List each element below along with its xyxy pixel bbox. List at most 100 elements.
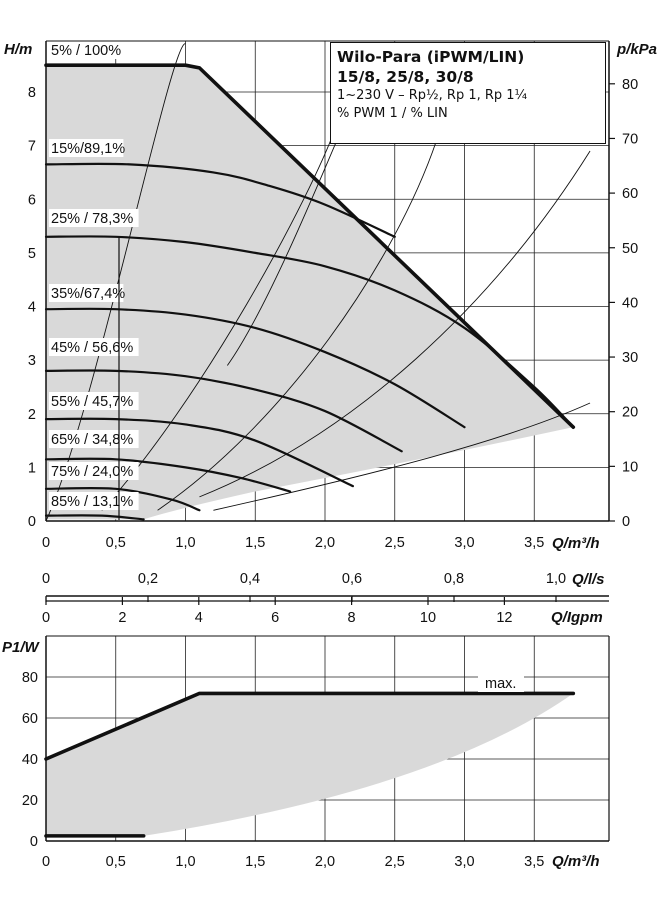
y2-tick-label: 50 xyxy=(622,241,638,257)
power-y-axis-title: P1/W xyxy=(2,639,41,656)
gpm-axis-title: Q/Igpm xyxy=(551,609,603,626)
series-label: 15%/89,1% xyxy=(51,141,125,157)
series-label-background xyxy=(49,284,124,302)
gpm-tick-label: 4 xyxy=(195,610,203,626)
chart-spec-line: 1~230 V – Rp½, Rp 1, Rp 1¼ xyxy=(337,88,528,103)
y2-tick-label: 80 xyxy=(622,77,638,93)
x-tick-label: 2,5 xyxy=(385,535,405,551)
y-axis-title: H/m xyxy=(4,41,32,58)
y-tick-label: 3 xyxy=(28,353,36,369)
power-axes: 0 20 40 60 80 0 0,5 1,0 1,5 2,0 2,5 3,0 3,5 P1/W Q/m³/… xyxy=(2,635,610,870)
y-tick-label: 6 xyxy=(28,192,36,208)
series-label: 35%/67,4% xyxy=(51,286,125,302)
chart-title: Wilo-Para (iPWM/LIN) xyxy=(337,48,525,66)
y-tick-label: 2 xyxy=(28,407,36,423)
series-label: 65% / 34,8% xyxy=(51,432,133,448)
power-shaded-region xyxy=(46,693,574,836)
series-label-background xyxy=(49,392,139,410)
y-tick-label: 7 xyxy=(28,139,36,155)
hq-series-line xyxy=(44,235,575,429)
hq-series-line xyxy=(44,162,396,238)
y-tick-label: 0 xyxy=(28,514,36,530)
chart-mode-line: % PWM 1 / % LIN xyxy=(337,106,448,121)
hq-series-line xyxy=(44,63,576,429)
power-max-line xyxy=(44,691,576,761)
power-x-tick-label: 0 xyxy=(42,854,50,870)
power-y-tick-label: 80 xyxy=(22,670,38,686)
power-y-tick-label: 40 xyxy=(22,752,38,768)
flow-axes: 0 0,2 0,4 0,6 0,8 1,0 Q/l/s 0 2 4 6 8 10 12 Q/Igpm xyxy=(42,571,609,626)
gpm-tick-label: 12 xyxy=(496,610,512,626)
y-tick-label: 8 xyxy=(28,85,36,101)
hq-series-line xyxy=(44,457,292,493)
series-label: 45% / 56,6% xyxy=(51,340,133,356)
chart-subtitle: 15/8, 25/8, 30/8 xyxy=(337,68,474,86)
series-label-background xyxy=(49,41,124,59)
ls-axis-title: Q/l/s xyxy=(572,571,605,588)
ls-tick-label: 0,8 xyxy=(444,571,464,587)
power-x-axis-title: Q/m³/h xyxy=(552,853,600,870)
hq-shaded-region xyxy=(46,65,574,520)
series-label-background xyxy=(49,430,139,448)
hq-series-labels: 5% / 100% 15%/89,1% 25% / 78,3% 35%/67,4% 45… xyxy=(49,41,139,520)
power-x-tick-label: 3,5 xyxy=(524,854,544,870)
hq-series-line xyxy=(44,369,403,453)
power-x-tick-label: 3,0 xyxy=(454,854,474,870)
y2-axis-title: p/kPa xyxy=(616,41,657,58)
y2-tick-label: 70 xyxy=(622,131,638,147)
power-y-tick-label: 0 xyxy=(30,834,38,850)
ls-tick-label: 0,2 xyxy=(138,571,158,587)
power-operating-area xyxy=(46,693,574,836)
power-y-tick-label: 20 xyxy=(22,793,38,809)
ls-tick-label: 0,4 xyxy=(240,571,260,587)
hq-series-line xyxy=(44,417,354,488)
hq-series-line xyxy=(44,514,145,521)
hq-operating-area xyxy=(46,65,574,520)
y2-tick-label: 20 xyxy=(622,405,638,421)
ls-tick-label: 1,0 xyxy=(546,571,566,587)
hq-system-curve xyxy=(213,402,591,511)
series-label-background xyxy=(49,209,139,227)
gpm-tick-label: 0 xyxy=(42,610,50,626)
power-max-annotation: max. xyxy=(485,676,516,692)
series-label-background xyxy=(49,139,124,157)
hq-series-lines xyxy=(44,63,576,521)
y-tick-label: 1 xyxy=(28,460,36,476)
hq-system-curve xyxy=(199,150,591,498)
power-x-tick-label: 1,5 xyxy=(245,854,265,870)
hq-series-line xyxy=(44,486,201,512)
series-label-background xyxy=(49,462,139,480)
power-y-tick-label: 60 xyxy=(22,711,38,727)
gpm-tick-label: 6 xyxy=(271,610,279,626)
x-tick-label: 2,0 xyxy=(315,535,335,551)
y2-tick-label: 10 xyxy=(622,459,638,475)
x-tick-label: 3,5 xyxy=(524,535,544,551)
x-tick-label: 3,0 xyxy=(454,535,474,551)
x-tick-label: 1,5 xyxy=(245,535,265,551)
series-label-background xyxy=(49,492,139,510)
series-label: 75% / 24,0% xyxy=(51,464,133,480)
x-axis-title: Q/m³/h xyxy=(552,535,600,552)
y2-tick-label: 30 xyxy=(622,350,638,366)
chart-info-box: Wilo-Para (iPWM/LIN) 15/8, 25/8, 30/8 1~… xyxy=(330,42,606,144)
x-tick-label: 0,5 xyxy=(106,535,126,551)
x-tick-label: 0 xyxy=(42,535,50,551)
power-x-tick-label: 0,5 xyxy=(106,854,126,870)
power-annotation-background xyxy=(478,674,524,692)
series-label: 85% / 13,1% xyxy=(51,494,133,510)
power-x-tick-label: 2,5 xyxy=(385,854,405,870)
series-label: 5% / 100% xyxy=(51,43,121,59)
y-tick-label: 5 xyxy=(28,246,36,262)
series-label-background xyxy=(49,338,139,356)
gpm-tick-label: 2 xyxy=(118,610,126,626)
series-label: 25% / 78,3% xyxy=(51,211,133,227)
y-tick-label: 4 xyxy=(28,300,36,316)
power-series-lines: max. xyxy=(44,674,576,838)
ls-tick-label: 0,6 xyxy=(342,571,362,587)
power-x-tick-label: 2,0 xyxy=(315,854,335,870)
gpm-tick-label: 8 xyxy=(348,610,356,626)
y2-tick-label: 60 xyxy=(622,186,638,202)
ls-tick-label: 0 xyxy=(42,571,50,587)
